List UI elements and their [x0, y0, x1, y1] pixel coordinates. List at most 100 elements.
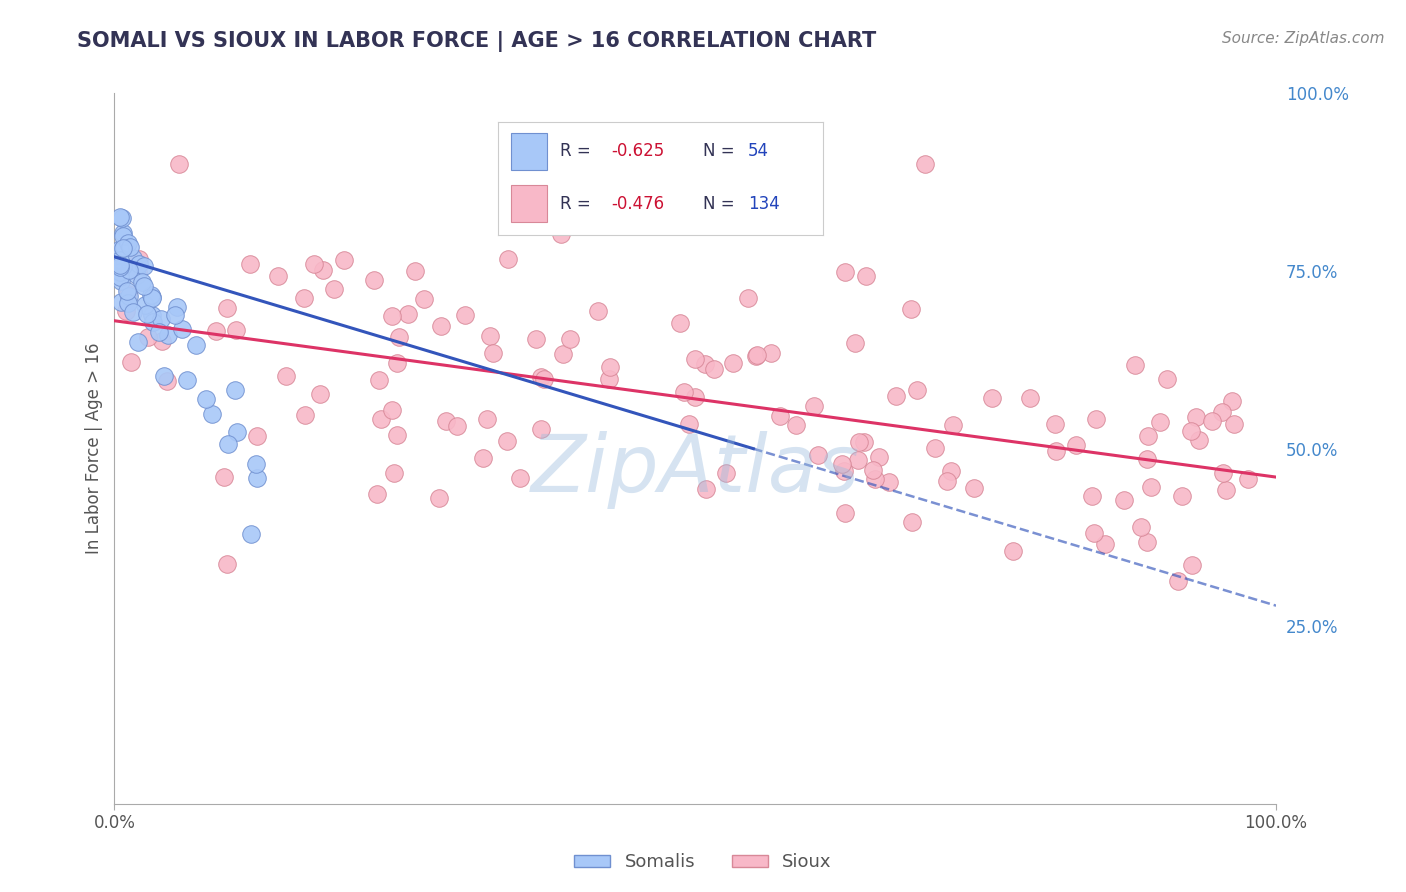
Point — [381, 403, 404, 417]
Point — [879, 475, 901, 489]
Point — [366, 487, 388, 501]
Point — [1139, 480, 1161, 494]
Point — [396, 307, 419, 321]
Point — [110, 257, 132, 271]
Point — [148, 325, 170, 339]
Point — [453, 308, 475, 322]
Point — [852, 434, 875, 449]
Point — [551, 347, 574, 361]
Point — [150, 311, 173, 326]
Point — [110, 260, 132, 274]
Point — [215, 557, 238, 571]
Point — [225, 425, 247, 439]
Point — [747, 348, 769, 362]
Point — [685, 352, 707, 367]
Point — [132, 259, 155, 273]
Point — [586, 304, 609, 318]
Point — [246, 429, 269, 443]
Point — [807, 448, 830, 462]
Point — [118, 240, 141, 254]
Point — [141, 308, 163, 322]
Point — [939, 464, 962, 478]
Point — [404, 264, 426, 278]
Point — [308, 386, 330, 401]
Point — [703, 361, 725, 376]
Point — [862, 463, 884, 477]
Point — [1123, 358, 1146, 372]
Text: SOMALI VS SIOUX IN LABOR FORCE | AGE > 16 CORRELATION CHART: SOMALI VS SIOUX IN LABOR FORCE | AGE > 1… — [77, 31, 876, 53]
Point — [1220, 393, 1243, 408]
Point — [115, 285, 138, 299]
Point — [128, 252, 150, 267]
Point — [1185, 410, 1208, 425]
Point — [803, 399, 825, 413]
Point — [785, 418, 807, 433]
Point — [759, 346, 782, 360]
Point — [509, 471, 531, 485]
Point — [1201, 413, 1223, 427]
Point — [1237, 472, 1260, 486]
Point — [186, 337, 208, 351]
Point — [302, 257, 325, 271]
Point — [111, 211, 134, 225]
Point — [844, 336, 866, 351]
Point — [294, 408, 316, 422]
Point — [127, 268, 149, 283]
Point — [382, 466, 405, 480]
Point — [142, 315, 165, 329]
Point — [118, 262, 141, 277]
Point — [446, 418, 468, 433]
Point — [834, 265, 856, 279]
Point — [1171, 489, 1194, 503]
Point — [1181, 558, 1204, 572]
Point — [127, 265, 149, 279]
Point — [495, 434, 517, 449]
Point — [900, 301, 922, 316]
Point — [139, 288, 162, 302]
Point — [1045, 444, 1067, 458]
Point — [195, 392, 218, 406]
Point — [481, 345, 503, 359]
Point — [212, 470, 235, 484]
Point — [1156, 372, 1178, 386]
Point — [165, 308, 187, 322]
Point — [134, 298, 156, 312]
Point — [1215, 483, 1237, 497]
Point — [942, 417, 965, 432]
Point — [118, 289, 141, 303]
Point — [381, 309, 404, 323]
Point — [167, 157, 190, 171]
Point — [924, 442, 946, 456]
Point — [239, 257, 262, 271]
Point — [848, 453, 870, 467]
Point — [901, 515, 924, 529]
Point — [120, 355, 142, 369]
Point — [963, 481, 986, 495]
Point — [412, 292, 434, 306]
Point — [530, 369, 553, 384]
Point — [368, 373, 391, 387]
Point — [136, 329, 159, 343]
Point — [1085, 412, 1108, 426]
Point — [1136, 452, 1159, 467]
Point — [678, 417, 700, 431]
Point — [430, 319, 453, 334]
Point — [935, 475, 957, 489]
Point — [550, 227, 572, 241]
Point — [110, 269, 132, 284]
Point — [1114, 492, 1136, 507]
Point — [834, 506, 856, 520]
Point — [769, 409, 792, 424]
Point — [122, 251, 145, 265]
Point — [884, 389, 907, 403]
Point — [1018, 392, 1040, 406]
Point — [496, 252, 519, 266]
Point — [111, 228, 134, 243]
Point — [312, 262, 335, 277]
Point — [110, 252, 132, 267]
Point — [477, 412, 499, 426]
Point — [1001, 544, 1024, 558]
Point — [533, 372, 555, 386]
Point — [205, 325, 228, 339]
Point — [110, 274, 132, 288]
